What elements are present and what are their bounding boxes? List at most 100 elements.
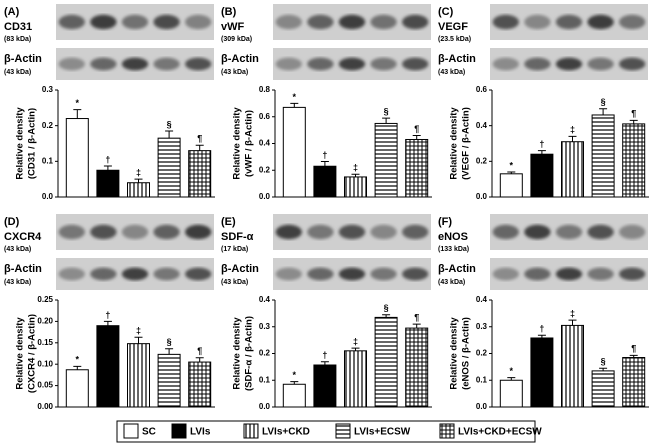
y-tick-label: 0.3: [42, 85, 54, 94]
legend-label: LVIs+CKD: [262, 427, 310, 438]
bar: [499, 379, 523, 408]
blot-band: [402, 14, 429, 30]
annotation: §: [167, 119, 172, 129]
y-tick-label: 0.1: [259, 375, 271, 384]
legend-swatch: [243, 423, 259, 439]
error-bar: [599, 108, 608, 115]
bar: [530, 153, 554, 198]
blot-band: [587, 224, 614, 240]
control-name: β-Actin: [221, 53, 259, 65]
protein-name: vWF: [221, 21, 245, 33]
error-bar: [290, 381, 299, 385]
blot-band: [153, 57, 180, 71]
error-bar: [195, 357, 204, 363]
y-tick-label: 0.4: [476, 295, 488, 304]
blot-band: [492, 267, 519, 281]
error-bar: [134, 178, 143, 183]
bar: [96, 169, 120, 198]
blot-band: [275, 14, 302, 30]
legend-label: LVIs: [190, 427, 211, 438]
annotation: *: [510, 366, 514, 376]
bar: [313, 364, 337, 408]
control-name: β-Actin: [4, 53, 42, 65]
blot-band: [555, 224, 583, 240]
blot-band: [338, 57, 366, 71]
bar: [96, 325, 120, 408]
blot-band: [121, 57, 149, 71]
y-axis-label: (vWF / β-Actin): [244, 110, 255, 177]
control-name: β-Actin: [438, 263, 476, 275]
control-size: (43 kDa): [438, 279, 465, 286]
legend-swatch: [335, 423, 351, 439]
blot-band: [524, 14, 551, 30]
blot-band: [370, 267, 397, 281]
annotation: †: [322, 150, 327, 160]
y-tick-label: 0.6: [259, 112, 271, 121]
error-bar: [629, 354, 638, 358]
annotation: ‡: [136, 326, 141, 336]
blot-band: [90, 224, 117, 240]
blot-band: [275, 267, 302, 281]
annotation: *: [76, 98, 80, 108]
bar: [374, 316, 398, 408]
annotation: *: [510, 160, 514, 170]
annotation: †: [322, 350, 327, 360]
bar: [157, 137, 181, 198]
annotation: ‡: [570, 125, 575, 135]
bar: [344, 176, 367, 198]
y-axis-label: (CD31 / β-Actin): [27, 108, 38, 179]
error-bar: [103, 165, 112, 171]
bar: [530, 337, 554, 408]
panel-label: (B): [221, 6, 237, 18]
bar: [157, 353, 181, 408]
y-axis-label: Relative density: [232, 317, 243, 390]
blot-band: [338, 224, 366, 240]
bar: [374, 122, 398, 198]
blot-band: [524, 267, 551, 281]
y-tick-label: 0.0: [476, 402, 488, 411]
error-bar: [568, 135, 577, 142]
y-tick-label: 0.15: [37, 338, 53, 347]
y-tick-label: 0.20: [37, 317, 53, 326]
panel-label: (C): [438, 6, 454, 18]
legend-swatch: [123, 423, 139, 439]
error-bar: [382, 314, 391, 318]
error-bar: [73, 365, 82, 370]
y-tick-label: 0.3: [476, 322, 488, 331]
annotation: §: [384, 303, 389, 313]
error-bar: [537, 334, 546, 338]
panel-label: (D): [4, 216, 20, 228]
y-axis-label: Relative density: [449, 107, 460, 180]
blot-band: [121, 224, 149, 240]
annotation: †: [105, 310, 110, 320]
blot-band: [90, 14, 117, 30]
error-bar: [507, 171, 516, 174]
blot-band: [153, 224, 180, 240]
blot-band: [402, 267, 429, 281]
bar: [65, 118, 89, 198]
y-tick-label: 0.8: [259, 85, 271, 94]
y-tick-label: 0.1: [42, 156, 54, 165]
blot-band: [370, 224, 397, 240]
blot-band: [275, 57, 302, 71]
error-bar: [351, 347, 360, 351]
bar: [188, 150, 212, 198]
protein-size: (309 kDa): [221, 36, 252, 43]
blot-band: [185, 267, 212, 281]
error-bar: [320, 361, 329, 366]
error-bar: [412, 323, 421, 329]
bar: [65, 369, 89, 408]
bar: [127, 182, 150, 198]
y-axis-label: (eNOS / β-Actin): [461, 317, 472, 390]
bar: [561, 324, 584, 408]
protein-size: (43 kDa): [4, 246, 31, 253]
legend-label: SC: [142, 427, 156, 438]
bar: [344, 350, 367, 408]
blot-band: [619, 14, 646, 30]
blot-band: [555, 57, 583, 71]
blot-band: [587, 14, 614, 30]
y-tick-label: 0.1: [476, 375, 488, 384]
legend-label: LVIs+CKD+ECSW: [458, 427, 542, 438]
y-axis-label: (SDF-α / β-Actin): [244, 316, 255, 391]
y-axis-label: Relative density: [449, 317, 460, 390]
